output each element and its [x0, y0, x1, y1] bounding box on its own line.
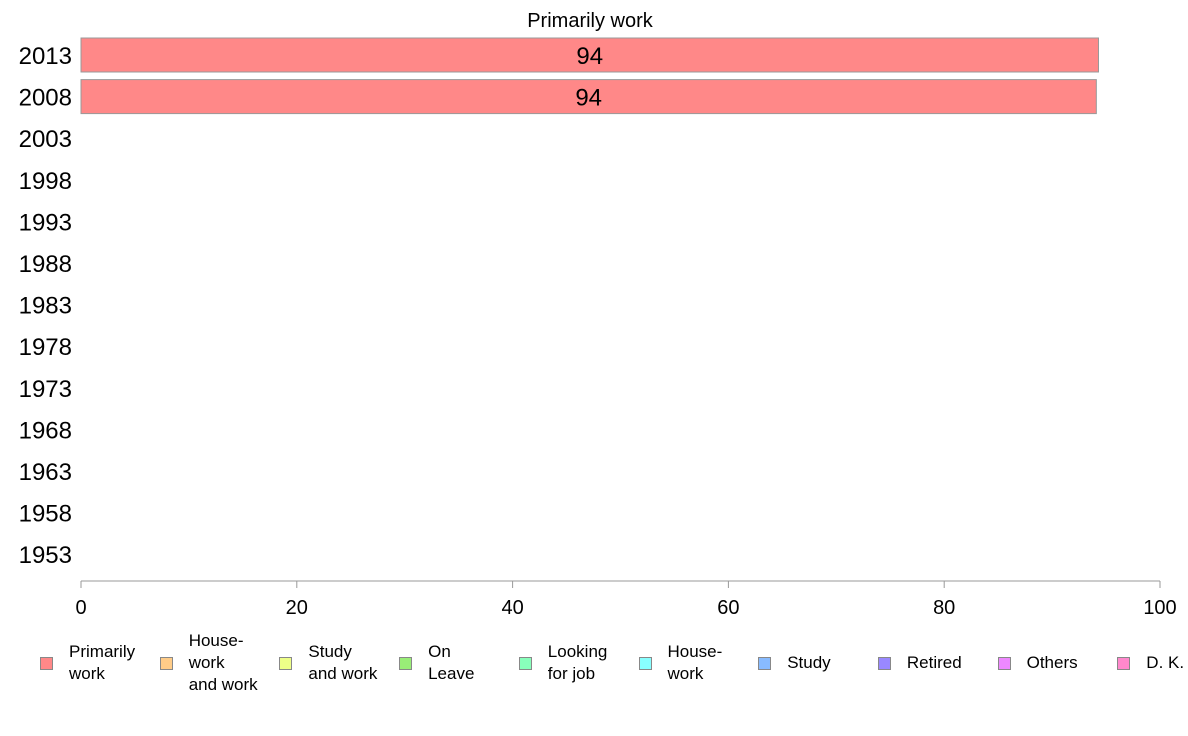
bar [80, 37, 1099, 73]
y-tick-label: 1963 [19, 459, 72, 486]
bar [80, 79, 1097, 115]
x-tick-label: 20 [286, 597, 308, 619]
legend-item: House- work and work [159, 630, 258, 696]
legend-swatch [279, 656, 293, 670]
legend-item: Study and work [279, 630, 377, 696]
legend-label: D. K. [1146, 653, 1185, 672]
y-tick-label: 1998 [19, 168, 72, 195]
legend-swatch [518, 656, 532, 670]
y-tick-label: 1958 [19, 501, 72, 528]
x-tick-label: 40 [501, 597, 523, 619]
legend-label: Primarily work [69, 642, 136, 683]
legend-item: Primarily work [40, 630, 135, 696]
legend-swatch [399, 656, 413, 670]
x-tick-label: 60 [717, 597, 739, 619]
y-tick-label: 2013 [19, 43, 72, 70]
legend-item: On Leave [399, 630, 474, 696]
y-tick-label: 1973 [19, 376, 72, 403]
legend-label: House- work and work [188, 631, 258, 694]
y-axis-labels: 2013 2008 2003 1998 1993 1988 1983 1978 1973 1968… [19, 43, 72, 569]
legend-label: Study [787, 653, 831, 672]
legend-item: House- work [638, 630, 723, 696]
legend-item: Others [997, 630, 1078, 696]
x-tick-label: 100 [1143, 597, 1176, 619]
y-tick-label: 1968 [19, 417, 72, 444]
legend-swatch [638, 656, 652, 670]
bars-layer: 94 94 [80, 37, 1099, 115]
bar-chart: Primarily work 94 94 2013 2008 2003 1998 1993… [19, 10, 1177, 619]
y-tick-label: 1988 [19, 251, 72, 278]
bar-value-label: 94 [575, 85, 602, 112]
legend-label: House- work [667, 642, 723, 683]
legend-swatch [159, 656, 173, 670]
y-tick-label: 1993 [19, 209, 72, 236]
legend-swatch [40, 656, 53, 670]
x-axis: 0 20 40 60 80 100 [75, 580, 1177, 619]
y-tick-label: 2003 [19, 126, 72, 153]
legend-swatch [1117, 656, 1131, 670]
y-tick-label: 1953 [19, 542, 72, 569]
legend-item: D. K. [1117, 630, 1184, 696]
legend-label: Looking for job [547, 642, 608, 683]
x-tick-label: 0 [75, 597, 86, 619]
legend-label: Retired [906, 653, 962, 672]
legend-label: Others [1026, 653, 1078, 672]
legend-swatch [758, 656, 772, 670]
legend-label: Study and work [308, 642, 378, 683]
bar-value-label: 94 [576, 43, 603, 70]
legend-item: Looking for job [518, 630, 608, 696]
legend-swatch [997, 656, 1011, 670]
y-tick-label: 1978 [19, 334, 72, 361]
x-tick-label: 80 [933, 597, 955, 619]
y-tick-label: 2008 [19, 85, 72, 112]
legend-swatch [877, 656, 891, 670]
legend-item: Retired [877, 630, 962, 696]
legend-label: On Leave [428, 642, 475, 683]
y-tick-label: 1983 [19, 293, 72, 320]
chart-title: Primarily work [527, 10, 654, 32]
legend-item: Study [758, 630, 831, 696]
legend: Primarily work House- work and work Study … [0, 630, 1188, 710]
